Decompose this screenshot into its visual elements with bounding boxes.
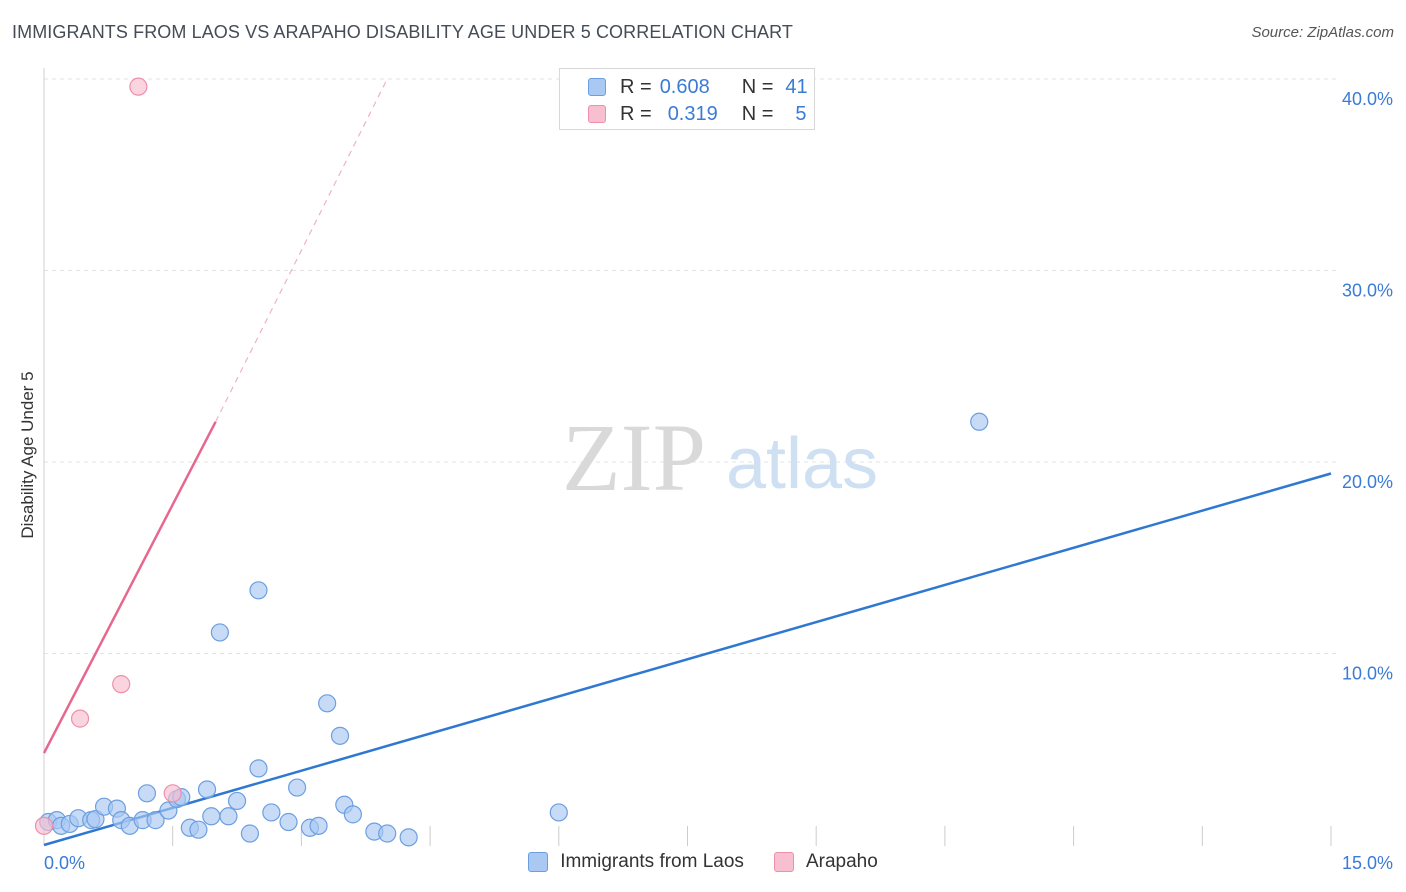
data-point-laos — [210, 623, 229, 642]
data-point-laos — [262, 803, 281, 822]
data-point-laos — [279, 812, 298, 832]
watermark-atlas: atlas — [726, 424, 878, 504]
data-point-laos — [189, 820, 208, 839]
legend-swatch-arapaho — [773, 852, 794, 872]
data-point-laos — [249, 581, 268, 600]
data-point-laos — [378, 824, 397, 843]
data-points — [34, 77, 989, 847]
legend-item-arapaho[interactable]: Arapaho — [773, 851, 878, 873]
data-point-laos — [970, 412, 989, 431]
y-tick-label: 40.0% — [1342, 89, 1393, 109]
data-point-arapaho — [34, 816, 54, 835]
data-point-laos — [330, 726, 350, 745]
chart-title: IMMIGRANTS FROM LAOS VS ARAPAHO DISABILI… — [12, 22, 794, 42]
y-tick-label: 20.0% — [1342, 472, 1393, 492]
watermark-zip: ZIP — [562, 404, 706, 511]
legend-r-value: 0.608 — [659, 75, 710, 98]
trendline-arapaho-extension — [215, 78, 388, 423]
legend-swatch-laos — [528, 852, 549, 872]
trendline-arapaho — [42, 421, 217, 754]
legend-swatch-arapaho — [588, 105, 606, 123]
legend-label-arapaho: Arapaho — [805, 851, 878, 872]
legend-r-label: R = — [620, 102, 652, 125]
watermark: ZIP atlas — [562, 404, 878, 511]
series-legend: Immigrants from Laos Arapaho — [0, 851, 1406, 873]
data-point-arapaho — [112, 675, 131, 694]
y-tick-label: 10.0% — [1342, 664, 1393, 684]
legend-n-value: 41 — [785, 75, 808, 98]
legend-n-value: 5 — [795, 102, 807, 125]
data-point-laos — [399, 828, 418, 847]
data-point-laos — [318, 694, 337, 713]
data-point-laos — [86, 810, 105, 829]
data-point-laos — [249, 759, 268, 778]
data-point-laos — [146, 811, 165, 830]
legend-n-label: N = — [741, 75, 774, 98]
legend-item-laos[interactable]: Immigrants from Laos — [528, 851, 744, 873]
data-point-arapaho — [70, 709, 90, 728]
data-point-laos — [197, 780, 217, 799]
legend-row-arapaho: R = 0.319 N = 5 — [588, 101, 807, 127]
data-point-laos — [309, 816, 328, 835]
legend-n-label: N = — [741, 102, 774, 125]
data-point-laos — [202, 807, 221, 826]
data-point-arapaho — [163, 784, 182, 803]
data-point-arapaho — [129, 77, 148, 96]
data-point-laos — [288, 778, 307, 797]
tick-labels: 10.0% 20.0% 30.0% 40.0% 0.0% 15.0% — [44, 89, 1393, 873]
data-point-laos — [549, 803, 568, 822]
axes — [43, 68, 1332, 846]
gridlines — [44, 78, 1339, 654]
legend-row-laos: R = 0.608 N = 41 — [588, 74, 808, 100]
data-point-laos — [343, 805, 362, 824]
legend-swatch-laos — [588, 78, 606, 96]
data-point-laos — [240, 824, 260, 843]
source-label: Source: ZipAtlas.com — [1251, 24, 1394, 41]
data-point-laos — [227, 791, 247, 811]
x-tick-label: 15.0% — [1342, 853, 1393, 873]
legend-r-label: R = — [620, 75, 652, 98]
legend-r-value: 0.319 — [667, 102, 718, 125]
trendline-laos — [43, 472, 1332, 847]
stats-legend: R = 0.608 N = 41 R = 0.319 N = 5 — [559, 68, 815, 130]
legend-label-laos: Immigrants from Laos — [560, 851, 744, 872]
data-point-laos — [219, 807, 238, 826]
data-point-laos — [137, 784, 157, 803]
x-tick-label: 0.0% — [44, 853, 85, 873]
y-tick-label: 30.0% — [1342, 281, 1393, 301]
y-axis-label: Disability Age Under 5 — [18, 371, 37, 538]
trendlines — [42, 78, 1332, 847]
